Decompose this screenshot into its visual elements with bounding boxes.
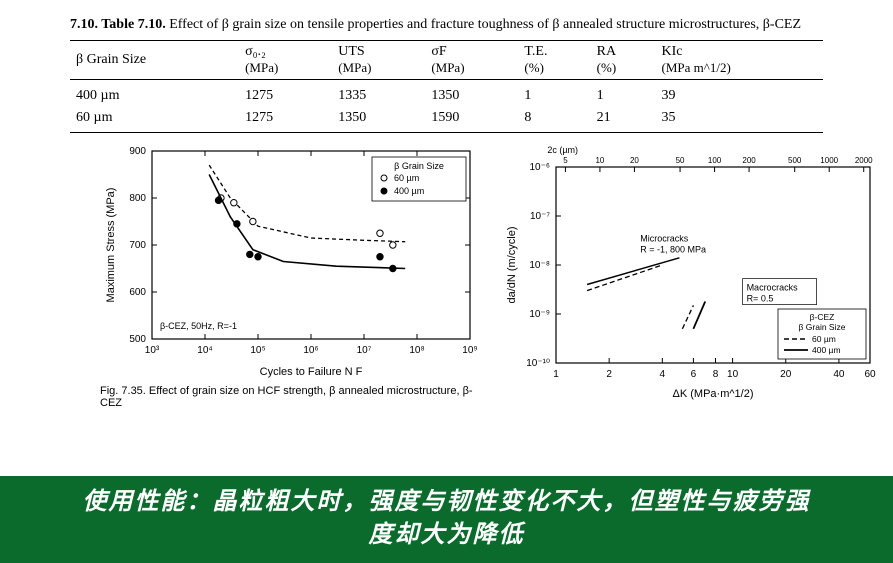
svg-text:10⁻⁷: 10⁻⁷ xyxy=(530,211,550,222)
table-cell: 1275 xyxy=(239,107,332,133)
svg-text:Microcracks: Microcracks xyxy=(640,234,689,244)
table-cell: 35 xyxy=(656,107,823,133)
table-cell: 39 xyxy=(656,80,823,108)
table-cell: 60 µm xyxy=(70,107,239,133)
svg-text:10⁻⁸: 10⁻⁸ xyxy=(529,260,550,271)
svg-text:10³: 10³ xyxy=(145,345,160,356)
table-cell: 1 xyxy=(518,80,590,108)
svg-text:10⁸: 10⁸ xyxy=(409,345,424,356)
caption-lead: 7.10. xyxy=(70,17,101,32)
svg-text:50: 50 xyxy=(676,156,685,165)
svg-text:200: 200 xyxy=(742,156,756,165)
svg-text:400 µm: 400 µm xyxy=(394,186,424,196)
banner-line2: 度却大为降低 xyxy=(369,522,525,548)
svg-text:4: 4 xyxy=(660,369,666,380)
svg-text:10⁴: 10⁴ xyxy=(197,345,212,356)
svg-text:5: 5 xyxy=(563,156,568,165)
table-body: 400 µm127513351350113960 µm1275135015908… xyxy=(70,80,823,133)
col-head: KIc(MPa m^1/2) xyxy=(656,41,823,80)
svg-text:2: 2 xyxy=(606,369,612,380)
svg-text:R= 0.5: R= 0.5 xyxy=(747,294,774,304)
svg-text:10: 10 xyxy=(727,369,739,380)
svg-text:10: 10 xyxy=(595,156,604,165)
svg-text:800: 800 xyxy=(129,193,146,204)
table-cell: 1590 xyxy=(425,107,518,133)
hcf-chart: 500 600 700 800 900 10³ 10⁴ 10⁵ 10⁶ 10⁷ 10⁸ 10⁹ Cycl… xyxy=(100,141,480,381)
col-head: T.E.(%) xyxy=(518,41,590,80)
svg-text:500: 500 xyxy=(788,156,802,165)
svg-text:10⁻¹⁰: 10⁻¹⁰ xyxy=(526,358,550,369)
summary-banner: 使用性能：晶粒粗大时，强度与韧性变化不大，但塑性与疲劳强 度却大为降低 xyxy=(0,476,893,563)
svg-text:da/dN (m/cycle): da/dN (m/cycle) xyxy=(506,227,518,304)
data-table-wrap: β Grain Sizeσ₀.₂(MPa)UTS(MPa)σF(MPa)T.E.… xyxy=(70,40,823,133)
table-cell: 1350 xyxy=(332,107,425,133)
svg-text:60 µm: 60 µm xyxy=(812,334,836,344)
svg-text:600: 600 xyxy=(129,287,146,298)
chart-left-box: 500 600 700 800 900 10³ 10⁴ 10⁵ 10⁶ 10⁷ 10⁸ 10⁹ Cycl… xyxy=(100,141,480,409)
svg-text:400 µm: 400 µm xyxy=(812,345,841,355)
svg-text:1000: 1000 xyxy=(820,156,838,165)
col-head: UTS(MPa) xyxy=(332,41,425,80)
table-caption: 7.10. Table 7.10. Effect of β grain size… xyxy=(70,16,823,34)
table-cell: 1350 xyxy=(425,80,518,108)
svg-text:700: 700 xyxy=(129,240,146,251)
svg-text:60 µm: 60 µm xyxy=(394,173,419,183)
svg-text:β Grain Size: β Grain Size xyxy=(394,161,444,171)
svg-text:2c (µm): 2c (µm) xyxy=(547,145,578,155)
svg-text:β-CEZ: β-CEZ xyxy=(810,312,835,322)
svg-text:10⁷: 10⁷ xyxy=(357,345,372,356)
svg-text:β-CEZ, 50Hz, R=-1: β-CEZ, 50Hz, R=-1 xyxy=(160,321,237,331)
col-head: RA(%) xyxy=(591,41,656,80)
charts-row: 500 600 700 800 900 10³ 10⁴ 10⁵ 10⁶ 10⁷ 10⁸ 10⁹ Cycl… xyxy=(100,141,833,409)
table-cell: 400 µm xyxy=(70,80,239,108)
svg-text:8: 8 xyxy=(713,369,719,380)
table-cell: 1275 xyxy=(239,80,332,108)
svg-text:100: 100 xyxy=(708,156,722,165)
col-head: σ₀.₂(MPa) xyxy=(239,41,332,80)
svg-text:Maximum Stress (MPa): Maximum Stress (MPa) xyxy=(105,188,117,303)
svg-text:R = -1, 800 MPa: R = -1, 800 MPa xyxy=(640,245,706,255)
svg-text:20: 20 xyxy=(630,156,639,165)
col-head: σF(MPa) xyxy=(425,41,518,80)
banner-line1: 使用性能：晶粒粗大时，强度与韧性变化不大，但塑性与疲劳强 xyxy=(83,489,811,515)
table-cell: 21 xyxy=(591,107,656,133)
table-cell: 1335 xyxy=(332,80,425,108)
svg-text:10⁵: 10⁵ xyxy=(250,345,265,356)
svg-text:500: 500 xyxy=(129,334,146,345)
svg-text:60: 60 xyxy=(864,369,876,380)
col-head: β Grain Size xyxy=(70,41,239,80)
svg-text:10⁶: 10⁶ xyxy=(303,345,318,356)
svg-text:6: 6 xyxy=(691,369,697,380)
svg-text:Cycles to Failure N F: Cycles to Failure N F xyxy=(260,366,363,378)
data-table: β Grain Sizeσ₀.₂(MPa)UTS(MPa)σF(MPa)T.E.… xyxy=(70,40,823,133)
svg-text:1: 1 xyxy=(553,369,559,380)
caption-label: Table 7.10. xyxy=(101,17,165,32)
svg-text:Macrocracks: Macrocracks xyxy=(747,283,799,293)
fig-caption: Fig. 7.35. Effect of grain size on HCF s… xyxy=(100,385,480,409)
table-cell: 8 xyxy=(518,107,590,133)
dadn-chart: 10⁻¹⁰ 10⁻⁹ 10⁻⁸ 10⁻⁷ 10⁻⁶ 1 2 4 6 8 10 20 40 60 2c (µm… xyxy=(500,141,880,401)
svg-text:10⁹: 10⁹ xyxy=(462,345,477,356)
svg-text:10⁻⁶: 10⁻⁶ xyxy=(529,162,550,173)
svg-text:ΔK (MPa·m^1/2): ΔK (MPa·m^1/2) xyxy=(673,388,754,400)
caption-text: Effect of β grain size on tensile proper… xyxy=(166,17,801,32)
table-row: 60 µm12751350159082135 xyxy=(70,107,823,133)
svg-text:900: 900 xyxy=(129,146,146,157)
svg-text:β Grain Size: β Grain Size xyxy=(799,322,846,332)
svg-text:2000: 2000 xyxy=(855,156,873,165)
table-header-row: β Grain Sizeσ₀.₂(MPa)UTS(MPa)σF(MPa)T.E.… xyxy=(70,41,823,80)
svg-text:10⁻⁹: 10⁻⁹ xyxy=(529,309,550,320)
table-cell: 1 xyxy=(591,80,656,108)
table-row: 400 µm1275133513501139 xyxy=(70,80,823,108)
svg-text:20: 20 xyxy=(780,369,792,380)
svg-text:40: 40 xyxy=(833,369,845,380)
chart-right-box: 10⁻¹⁰ 10⁻⁹ 10⁻⁸ 10⁻⁷ 10⁻⁶ 1 2 4 6 8 10 20 40 60 2c (µm… xyxy=(500,141,880,401)
